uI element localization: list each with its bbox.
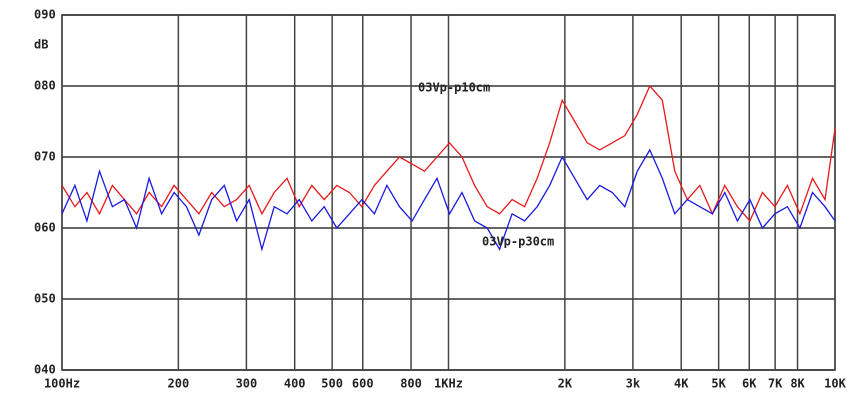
y-tick-label: 050 [34,292,56,306]
x-tick-label: 3k [626,377,641,391]
x-tick-label: 6K [742,377,757,391]
y-tick-label: 060 [34,221,56,235]
x-tick-label: 8K [790,377,805,391]
y-tick-label: 070 [34,150,56,164]
x-tick-label: 5K [711,377,726,391]
y-tick-label: 040 [34,363,56,377]
x-tick-label: 800 [400,377,422,391]
y-tick-label: 090 [34,8,56,22]
x-tick-label: 7K [768,377,783,391]
x-tick-label: 100Hz [44,377,80,391]
x-tick-label: 200 [168,377,190,391]
series-line [61,84,836,223]
series-label: 03Vp-p10cm [418,81,490,95]
y-tick-label: 080 [34,79,56,93]
x-tick-label: 10K [824,377,846,391]
series-label: 03Vp-p30cm [482,235,554,249]
x-tick-label: 600 [352,377,374,391]
x-tick-label: 2K [558,377,573,391]
x-tick-label: 1KHz [434,377,463,391]
x-tick-label: 400 [284,377,306,391]
series-line [61,148,836,252]
x-tick-label: 500 [321,377,343,391]
x-tick-label: 300 [236,377,258,391]
y-axis-label: dB [34,38,48,52]
x-tick-label: 4K [674,377,689,391]
